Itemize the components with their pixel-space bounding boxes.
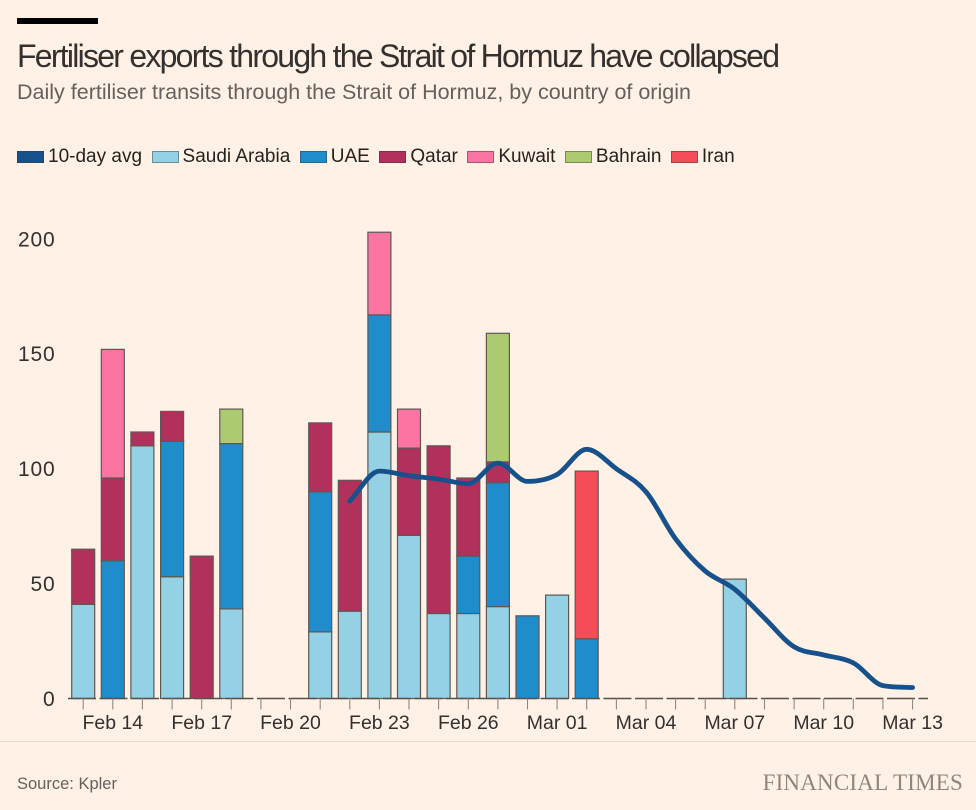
svg-text:50: 50: [31, 573, 56, 596]
svg-text:Mar 10: Mar 10: [793, 712, 854, 734]
svg-text:Feb 26: Feb 26: [438, 712, 499, 734]
svg-text:0: 0: [43, 688, 55, 711]
svg-text:Feb 23: Feb 23: [349, 712, 410, 734]
svg-text:Mar 04: Mar 04: [616, 712, 677, 734]
svg-text:Feb 14: Feb 14: [82, 712, 143, 734]
svg-text:150: 150: [18, 343, 55, 366]
svg-text:Mar 07: Mar 07: [704, 712, 765, 734]
svg-text:100: 100: [18, 458, 55, 481]
svg-text:Mar 01: Mar 01: [527, 712, 588, 734]
svg-text:Feb 17: Feb 17: [171, 712, 232, 734]
svg-text:Mar 13: Mar 13: [882, 712, 943, 734]
svg-text:Feb 20: Feb 20: [260, 712, 321, 734]
svg-text:200: 200: [18, 228, 55, 251]
